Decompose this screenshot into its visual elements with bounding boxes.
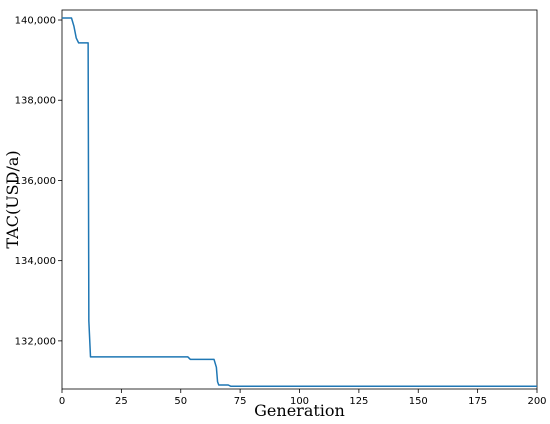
y-tick-label: 138,000: [15, 96, 56, 107]
x-tick-label: 125: [349, 396, 368, 407]
x-tick-label: 75: [234, 396, 247, 407]
x-tick-label: 175: [468, 396, 487, 407]
x-tick-label: 100: [290, 396, 309, 407]
series-layer: [62, 17, 537, 387]
y-tick-label: 136,000: [15, 176, 56, 187]
x-tick-label: 25: [115, 396, 128, 407]
y-tick-label: 140,000: [15, 16, 56, 27]
y-tick-label: 134,000: [15, 256, 56, 267]
plot-frame: [61, 9, 538, 390]
x-tick-label: 150: [409, 396, 428, 407]
y-axis-title: TAC(USD/a): [3, 150, 22, 248]
y-tick-label: 132,000: [15, 336, 56, 347]
x-tick-label: 0: [59, 396, 65, 407]
x-axis-ticks: 0 25 50 75 100 125 150 175 200: [59, 389, 547, 407]
x-axis-title: Generation: [254, 401, 345, 420]
y-axis-ticks: 132,000 134,000 136,000 138,000 140,000: [15, 16, 62, 347]
plot-area: [61, 9, 538, 390]
x-tick-label: 50: [174, 396, 187, 407]
series-line-0: [62, 17, 537, 387]
x-tick-label: 200: [527, 396, 546, 407]
